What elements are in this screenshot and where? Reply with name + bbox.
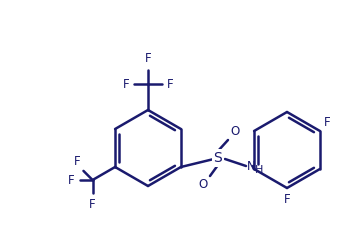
Text: F: F — [68, 173, 75, 186]
Text: O: O — [199, 178, 208, 191]
Text: H: H — [255, 165, 264, 175]
Text: S: S — [213, 151, 222, 165]
Text: O: O — [230, 125, 239, 138]
Text: F: F — [284, 193, 290, 206]
Text: F: F — [122, 77, 129, 90]
Text: F: F — [89, 198, 96, 211]
Text: N: N — [247, 160, 256, 173]
Text: F: F — [74, 155, 81, 168]
Text: F: F — [145, 52, 151, 65]
Text: F: F — [167, 77, 174, 90]
Text: F: F — [324, 116, 330, 129]
